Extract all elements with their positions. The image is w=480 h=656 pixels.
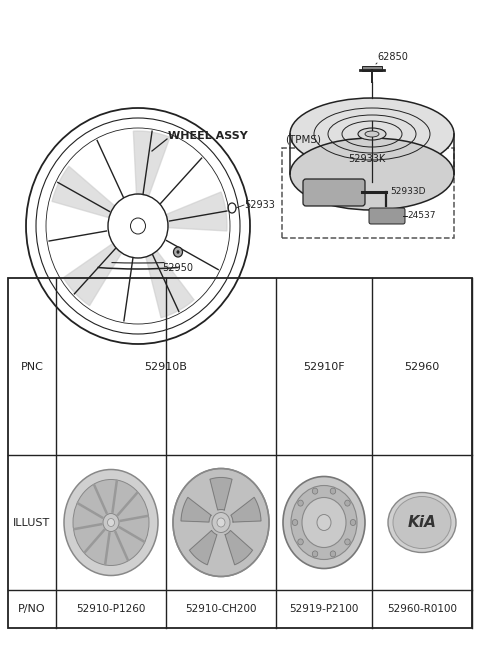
Text: 52960: 52960 [404, 361, 440, 371]
Text: 52910F: 52910F [303, 361, 345, 371]
Ellipse shape [358, 128, 386, 140]
Ellipse shape [393, 497, 451, 548]
Ellipse shape [345, 500, 350, 506]
Polygon shape [190, 531, 217, 565]
Bar [8, 278, 472, 628]
FancyBboxPatch shape [303, 179, 365, 206]
Ellipse shape [283, 476, 365, 569]
Polygon shape [52, 166, 115, 218]
Ellipse shape [345, 539, 350, 545]
Ellipse shape [298, 500, 303, 506]
Text: P/NO: P/NO [18, 604, 46, 614]
FancyBboxPatch shape [369, 208, 405, 224]
Ellipse shape [317, 514, 331, 531]
Ellipse shape [73, 480, 149, 565]
Ellipse shape [212, 512, 230, 533]
Text: PNC: PNC [21, 361, 43, 371]
Polygon shape [210, 478, 232, 510]
Ellipse shape [108, 518, 115, 527]
Ellipse shape [312, 488, 318, 494]
Ellipse shape [330, 551, 336, 557]
Text: 52910B: 52910B [144, 361, 187, 371]
Text: 52960-R0100: 52960-R0100 [387, 604, 457, 614]
Text: 52910-CH200: 52910-CH200 [185, 604, 257, 614]
Text: (TPMS): (TPMS) [285, 134, 321, 144]
FancyArrow shape [362, 66, 382, 70]
Text: 52950: 52950 [163, 263, 193, 273]
Ellipse shape [217, 518, 225, 527]
Ellipse shape [64, 470, 158, 575]
Polygon shape [133, 131, 170, 196]
Ellipse shape [173, 468, 269, 577]
Ellipse shape [103, 514, 119, 531]
Text: WHEEL ASSY: WHEEL ASSY [168, 131, 248, 141]
Ellipse shape [290, 138, 454, 210]
Text: 52933: 52933 [244, 200, 275, 210]
Ellipse shape [292, 520, 298, 525]
Ellipse shape [173, 247, 182, 257]
Ellipse shape [302, 497, 346, 548]
Text: 52933K: 52933K [348, 154, 385, 164]
Ellipse shape [290, 98, 454, 170]
Ellipse shape [312, 551, 318, 557]
Ellipse shape [330, 488, 336, 494]
Ellipse shape [388, 493, 456, 552]
Polygon shape [231, 497, 261, 522]
Polygon shape [146, 251, 194, 318]
Ellipse shape [177, 250, 180, 254]
Polygon shape [225, 531, 252, 565]
Ellipse shape [291, 485, 357, 560]
Bar [282, 148, 454, 238]
Text: 62850: 62850 [377, 52, 408, 62]
Text: KiA: KiA [408, 515, 436, 530]
Polygon shape [63, 243, 121, 306]
Ellipse shape [350, 520, 356, 525]
Ellipse shape [298, 539, 303, 545]
Text: 24537: 24537 [407, 211, 435, 220]
Polygon shape [166, 192, 227, 231]
Text: 52933D: 52933D [390, 186, 425, 195]
Text: 52910-P1260: 52910-P1260 [76, 604, 146, 614]
Ellipse shape [365, 131, 379, 137]
Text: 52919-P2100: 52919-P2100 [289, 604, 359, 614]
Polygon shape [181, 497, 211, 522]
Text: ILLUST: ILLUST [13, 518, 50, 527]
